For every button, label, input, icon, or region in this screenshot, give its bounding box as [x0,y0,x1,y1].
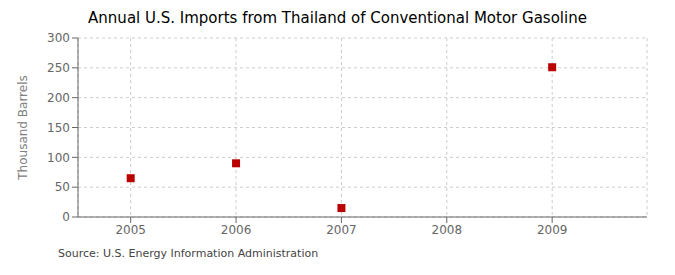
svg-text:300: 300 [47,31,70,45]
svg-text:2008: 2008 [432,223,463,237]
svg-text:Thousand Barrels: Thousand Barrels [16,75,30,180]
svg-text:50: 50 [55,180,70,194]
svg-text:2005: 2005 [115,223,146,237]
svg-text:250: 250 [47,61,70,75]
html-text:Source: U.S. Energy Informatio: Source: U.S. Energy Information Administ… [58,247,319,260]
svg-text:100: 100 [47,151,70,165]
svg-text:150: 150 [47,121,70,135]
html-text:Annual U.S. Imports from Thail: Annual U.S. Imports from Thailand of Con… [88,9,587,27]
svg-text:2006: 2006 [221,223,252,237]
svg-text:2007: 2007 [326,223,357,237]
svg-text:0: 0 [62,210,70,224]
svg-text:2009: 2009 [537,223,568,237]
svg-text:200: 200 [47,91,70,105]
